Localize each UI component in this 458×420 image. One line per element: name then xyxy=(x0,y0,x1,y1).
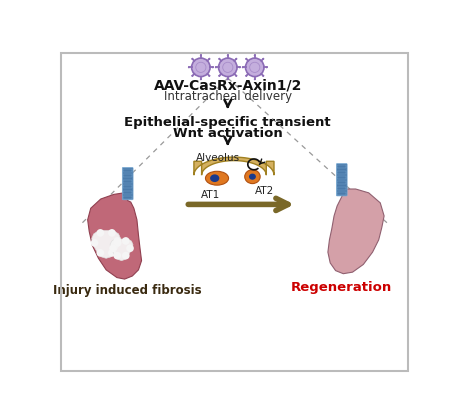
Circle shape xyxy=(254,55,256,56)
Text: Injury induced fibrosis: Injury induced fibrosis xyxy=(54,284,202,297)
Text: AT2: AT2 xyxy=(255,186,274,196)
Polygon shape xyxy=(194,157,274,175)
Circle shape xyxy=(126,244,134,252)
Circle shape xyxy=(108,229,116,237)
FancyBboxPatch shape xyxy=(122,168,133,200)
Polygon shape xyxy=(110,239,133,260)
Circle shape xyxy=(91,239,98,247)
Circle shape xyxy=(122,252,130,260)
Polygon shape xyxy=(87,193,142,279)
Circle shape xyxy=(254,78,256,80)
Bar xyxy=(337,186,346,190)
Circle shape xyxy=(266,66,267,68)
Circle shape xyxy=(242,66,244,68)
Circle shape xyxy=(262,75,264,77)
Circle shape xyxy=(245,58,247,60)
Circle shape xyxy=(200,78,202,80)
Circle shape xyxy=(188,66,190,68)
Circle shape xyxy=(97,249,104,257)
Ellipse shape xyxy=(206,171,229,185)
Circle shape xyxy=(200,55,202,56)
Polygon shape xyxy=(92,231,120,258)
Bar xyxy=(123,185,132,188)
Bar xyxy=(337,176,346,179)
FancyBboxPatch shape xyxy=(336,163,347,196)
Circle shape xyxy=(191,75,193,77)
Circle shape xyxy=(109,244,117,252)
Circle shape xyxy=(218,58,237,76)
Text: Regeneration: Regeneration xyxy=(291,281,393,294)
Text: Epithelial-specific transient: Epithelial-specific transient xyxy=(125,116,331,129)
Bar xyxy=(123,169,132,172)
Circle shape xyxy=(235,75,237,77)
Bar xyxy=(123,180,132,183)
Circle shape xyxy=(215,66,217,68)
Bar xyxy=(337,192,346,195)
Circle shape xyxy=(122,237,130,245)
Circle shape xyxy=(114,237,121,245)
Bar xyxy=(123,174,132,177)
Text: Alveolus: Alveolus xyxy=(196,153,240,163)
Circle shape xyxy=(235,58,237,60)
Circle shape xyxy=(114,239,121,247)
Circle shape xyxy=(227,55,229,56)
Circle shape xyxy=(191,58,210,76)
Circle shape xyxy=(108,249,116,257)
Circle shape xyxy=(245,75,247,77)
Text: Wnt activation: Wnt activation xyxy=(173,127,283,140)
Bar xyxy=(123,191,132,194)
Text: AT1: AT1 xyxy=(201,190,220,200)
Bar xyxy=(337,181,346,184)
Circle shape xyxy=(191,58,193,60)
Circle shape xyxy=(114,252,121,260)
Ellipse shape xyxy=(210,174,219,182)
Circle shape xyxy=(208,58,210,60)
Bar xyxy=(337,165,346,168)
Bar xyxy=(123,196,132,199)
Text: Intratracheal delivery: Intratracheal delivery xyxy=(164,90,292,103)
Ellipse shape xyxy=(249,173,256,180)
Ellipse shape xyxy=(245,170,260,184)
Circle shape xyxy=(227,78,229,80)
Polygon shape xyxy=(328,189,384,274)
Circle shape xyxy=(97,229,104,237)
Circle shape xyxy=(218,75,220,77)
Bar xyxy=(337,171,346,173)
Circle shape xyxy=(239,66,241,68)
Circle shape xyxy=(212,66,214,68)
Circle shape xyxy=(245,58,264,76)
Circle shape xyxy=(218,58,220,60)
Circle shape xyxy=(262,58,264,60)
Text: AAV-CasRx-Axin1/2: AAV-CasRx-Axin1/2 xyxy=(153,78,302,92)
Circle shape xyxy=(208,75,210,77)
